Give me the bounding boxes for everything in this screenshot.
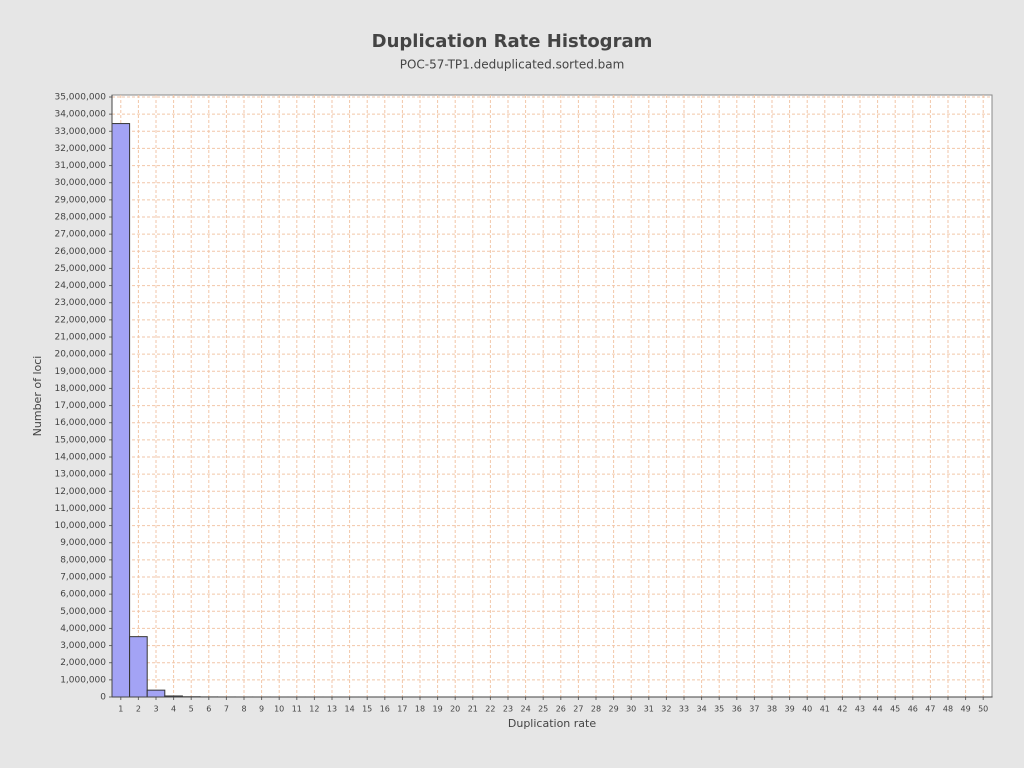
y-tick-label: 14,000,000 [54, 453, 106, 463]
x-tick-label: 8 [241, 705, 246, 714]
x-tick-label: 17 [397, 705, 407, 714]
x-tick-label: 44 [873, 705, 883, 714]
x-tick-label: 46 [908, 705, 918, 714]
plot-area [111, 94, 993, 698]
y-tick-label: 34,000,000 [54, 110, 106, 120]
y-tick-label: 11,000,000 [54, 504, 106, 514]
y-tick-label: 31,000,000 [54, 161, 106, 171]
x-tick-label: 39 [785, 705, 795, 714]
x-tick-label: 23 [503, 705, 513, 714]
y-tick-label: 35,000,000 [54, 93, 106, 103]
grid [112, 95, 992, 698]
x-tick-label: 31 [644, 705, 654, 714]
y-tick-label: 7,000,000 [60, 573, 106, 583]
x-axis-label: Duplication rate [508, 717, 596, 730]
chart-subtitle: POC-57-TP1.deduplicated.sorted.bam [400, 58, 625, 72]
x-tick-label: 43 [855, 705, 865, 714]
x-tick-label: 11 [292, 705, 302, 714]
y-tick-label: 26,000,000 [54, 247, 106, 257]
x-tick-label: 49 [961, 705, 971, 714]
x-tick-label: 35 [714, 705, 724, 714]
bar [146, 689, 166, 698]
x-tick-label: 42 [837, 705, 847, 714]
x-tick-label: 24 [521, 705, 531, 714]
x-tick-label: 40 [802, 705, 812, 714]
x-tick-label: 34 [697, 705, 707, 714]
x-tick-label: 38 [767, 705, 777, 714]
y-tick-label: 18,000,000 [54, 384, 106, 394]
x-tick-label: 14 [345, 705, 355, 714]
y-tick-label: 1,000,000 [60, 675, 106, 685]
y-tick-label: 12,000,000 [54, 487, 106, 497]
x-tick-label: 47 [925, 705, 935, 714]
x-tick-label: 5 [189, 705, 194, 714]
x-tick-label: 15 [362, 705, 372, 714]
y-tick-label: 5,000,000 [60, 607, 106, 617]
x-tick-label: 1 [118, 705, 123, 714]
x-tick-label: 10 [274, 705, 284, 714]
x-tick-label: 13 [327, 705, 337, 714]
y-tick-label: 27,000,000 [54, 230, 106, 240]
y-tick-label: 33,000,000 [54, 127, 106, 137]
x-tick-label: 37 [749, 705, 759, 714]
x-tick-label: 33 [679, 705, 689, 714]
x-tick-label: 41 [820, 705, 830, 714]
x-tick-label: 45 [890, 705, 900, 714]
y-tick-label: 21,000,000 [54, 333, 106, 343]
bar [129, 636, 148, 698]
y-tick-label: 22,000,000 [54, 315, 106, 325]
x-tick-label: 29 [609, 705, 619, 714]
x-tick-label: 25 [538, 705, 548, 714]
x-tick-label: 12 [309, 705, 319, 714]
x-tick-label: 2 [136, 705, 141, 714]
y-tick-label: 29,000,000 [54, 195, 106, 205]
y-tick-label: 20,000,000 [54, 350, 106, 360]
x-tick-label: 19 [433, 705, 443, 714]
y-tick-label: 13,000,000 [54, 470, 106, 480]
y-tick-label: 28,000,000 [54, 213, 106, 223]
y-tick-label: 24,000,000 [54, 281, 106, 291]
x-tick-label: 27 [573, 705, 583, 714]
bar [111, 123, 131, 698]
y-tick-label: 25,000,000 [54, 264, 106, 274]
x-tick-label: 6 [206, 705, 211, 714]
y-tick-label: 8,000,000 [60, 555, 106, 565]
x-tick-label: 9 [259, 705, 264, 714]
y-tick-label: 32,000,000 [54, 144, 106, 154]
y-tick-label: 16,000,000 [54, 418, 106, 428]
x-tick-label: 21 [468, 705, 478, 714]
x-tick-label: 36 [732, 705, 742, 714]
y-tick-label: 10,000,000 [54, 521, 106, 531]
y-tick-label: 0 [100, 693, 106, 703]
x-tick-label: 16 [380, 705, 390, 714]
chart-title: Duplication Rate Histogram [372, 31, 653, 52]
y-tick-label: 4,000,000 [60, 624, 106, 634]
y-tick-label: 15,000,000 [54, 435, 106, 445]
x-tick-label: 50 [978, 705, 988, 714]
y-tick-label: 23,000,000 [54, 298, 106, 308]
y-tick-label: 30,000,000 [54, 178, 106, 188]
x-tick-label: 20 [450, 705, 460, 714]
y-tick-label: 6,000,000 [60, 590, 106, 600]
y-tick-label: 2,000,000 [60, 658, 106, 668]
x-tick-label: 22 [485, 705, 495, 714]
y-tick-label: 3,000,000 [60, 641, 106, 651]
x-tick-label: 48 [943, 705, 953, 714]
y-tick-label: 9,000,000 [60, 538, 106, 548]
x-tick-label: 30 [626, 705, 636, 714]
x-tick-label: 18 [415, 705, 425, 714]
y-axis-label: Number of loci [31, 356, 44, 437]
y-tick-label: 19,000,000 [54, 367, 106, 377]
x-tick-label: 32 [661, 705, 671, 714]
x-tick-label: 28 [591, 705, 601, 714]
x-tick-label: 3 [153, 705, 158, 714]
x-tick-label: 7 [224, 705, 229, 714]
x-tick-label: 4 [171, 705, 176, 714]
x-tick-label: 26 [556, 705, 566, 714]
y-tick-label: 17,000,000 [54, 401, 106, 411]
